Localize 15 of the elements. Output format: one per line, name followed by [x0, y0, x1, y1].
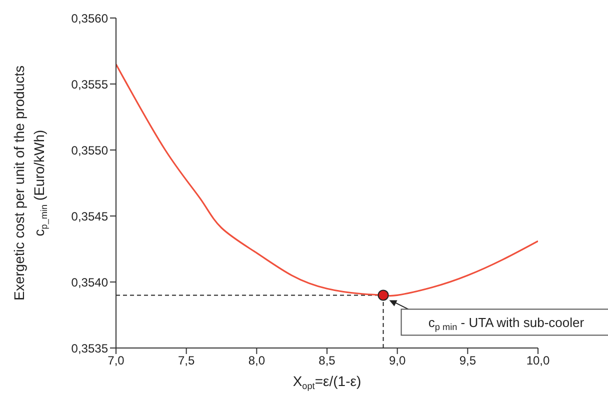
x-tick-label: 8,0: [248, 354, 266, 368]
y-tick-label: 0,3550: [71, 143, 108, 158]
y-tick-label: 0,3535: [71, 341, 108, 356]
x-tick-label: 8,5: [318, 354, 336, 368]
x-tick-label: 9,0: [388, 354, 406, 368]
x-axis-title: X$_{opt}$=ε/(1-ε): [292, 373, 362, 391]
y-tick-label: 0,3555: [71, 77, 108, 92]
y-tick-label: 0,3540: [71, 275, 108, 290]
x-tick-label: 7,0: [108, 354, 125, 368]
x-tick-label: 9,5: [459, 354, 476, 368]
annotation: c$_{p min}$ - UTA with sub-cooler: [428, 315, 585, 332]
y-tick-label: 0,3560: [71, 11, 108, 26]
y-tick-label: 0,3545: [71, 209, 108, 224]
x-tick-label: 7,5: [178, 354, 195, 368]
x-tick-label: 10,0: [526, 354, 550, 368]
